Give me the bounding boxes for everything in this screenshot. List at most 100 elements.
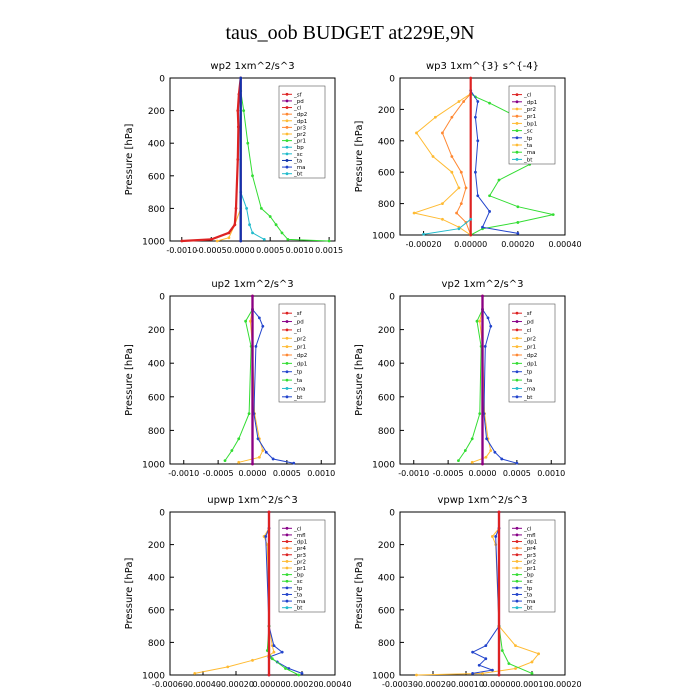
legend-marker [285,119,289,123]
y-tick-label: 200 [378,106,395,116]
y-tick-label: 800 [148,427,165,437]
x-tick-label: -0.00020 [218,680,254,689]
data-point [267,673,271,677]
legend-marker [285,165,289,169]
series-dp1 [223,308,254,463]
y-tick-label: 0 [159,75,165,85]
data-point [530,660,534,664]
data-point [469,76,473,80]
y-axis-label: Pressure [hPa] [124,558,135,630]
data-point [223,459,227,463]
x-tick-label: 0.00020 [501,240,534,249]
data-point [481,462,484,466]
data-point [227,236,231,240]
x-tick-label: -0.0010 [168,469,199,478]
y-axis-label: Pressure [hPa] [354,121,365,193]
legend-label: _pr2 [293,132,306,138]
legend-marker [515,345,519,349]
y-tick-label: 1000 [372,232,395,242]
legend-marker [285,152,289,156]
legend-marker [515,586,519,590]
legend-marker [515,129,519,133]
x-tick-label: 0.0010 [537,469,565,478]
legend-marker [515,559,519,563]
x-tick-label: 0.0000 [469,469,497,478]
legend-marker [285,606,289,610]
legend-marker [515,540,519,543]
legend-label: _cl [523,526,532,532]
y-tick-label: 1000 [142,672,165,682]
legend-label: _ma [523,386,535,392]
data-point [497,510,501,514]
series-tp [251,308,296,465]
data-point [516,205,520,209]
legend-label: _sc [293,152,303,158]
legend-marker [285,353,289,357]
series-cl [180,76,243,243]
y-axis-label: Pressure [hPa] [354,558,365,630]
series-line [194,528,275,674]
x-tick-label: -0.00040 [185,680,221,689]
x-tick-label: 0.00000 [454,240,487,249]
x-tick-label: 0.00000 [252,680,285,689]
data-point [267,510,271,514]
y-tick-label: 400 [148,360,165,370]
series-cl [469,76,473,237]
legend-marker [515,107,519,111]
subplot-3: up2 1xm^2/s^3 Pressure [hPa] 0 200 400 600 800… [124,279,336,478]
x-tick-label: -0.0005 [433,469,464,478]
series-pr1 [441,92,473,237]
series-pr2 [237,308,265,464]
data-point [254,345,258,348]
legend-marker [285,328,289,332]
legend-marker [515,573,519,577]
y-tick-label: 800 [148,205,165,215]
data-point [415,131,418,135]
y-tick-label: 0 [159,509,165,519]
x-tick-label: -0.00020 [415,680,451,689]
legend-label: _bt [523,157,533,163]
legend-label: _mfl [523,533,536,539]
legend: _sf_pd_cl_dp2_dp1_pr3_pr2_pr1_bp_sc_ta_m… [278,85,326,179]
data-point [230,449,234,452]
legend-label: _pd [293,99,304,105]
data-point [470,460,474,464]
series-line [266,626,299,676]
data-point [469,233,473,237]
legend-label: _ma [523,150,535,156]
legend-label: _sc [293,579,303,585]
legend-marker [515,566,519,570]
data-point [233,223,237,227]
legend-label: _pd [523,320,534,326]
legend-marker [285,112,289,116]
data-point [287,667,291,670]
data-point [491,535,494,538]
data-point [485,437,489,441]
data-point [457,186,461,190]
data-point [484,455,488,459]
legend-label: _cl [293,328,302,334]
legend-marker [285,139,289,143]
y-tick-label: 400 [378,360,395,370]
y-tick-label: 800 [378,639,395,649]
data-point [242,109,246,112]
legend-marker [285,145,289,149]
legend-marker [285,378,289,382]
series-line [470,93,554,236]
legend-label: _dp1 [523,361,537,367]
data-point [471,671,474,675]
legend-marker [285,132,289,136]
y-tick-label: 0 [389,509,395,519]
legend-label: _pr4 [523,546,537,552]
legend-marker [515,378,519,382]
legend-marker [515,593,519,596]
subplot-title: wp3 1xm^{3} s^{-4} [426,61,539,72]
data-point [272,650,276,654]
data-point [422,232,425,236]
data-point [433,115,437,119]
legend-marker [515,387,519,390]
page-title: taus_oob BUDGET at229E,9N [225,22,475,44]
data-point [463,449,467,452]
data-point [441,131,444,135]
data-point [415,673,418,677]
